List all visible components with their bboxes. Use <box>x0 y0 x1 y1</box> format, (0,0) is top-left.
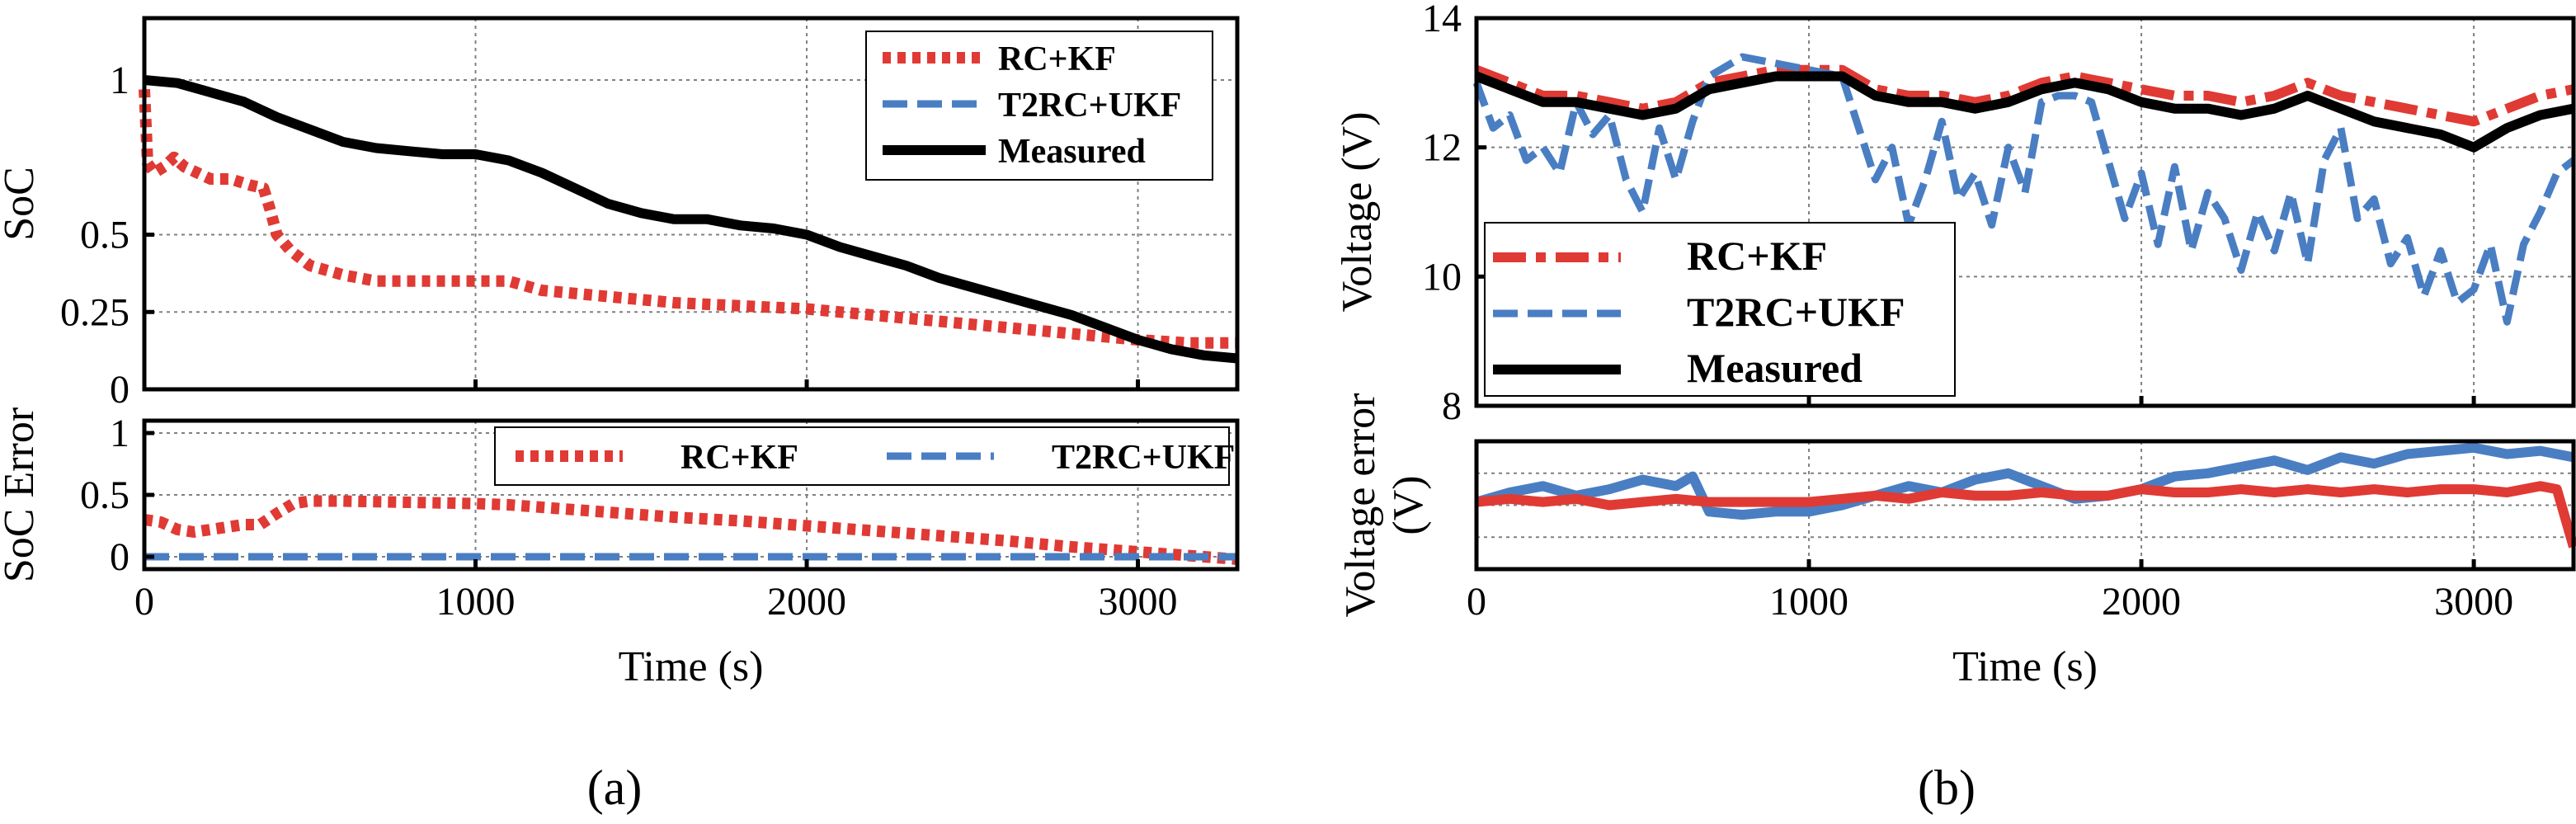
b-voltage-error-ylabel: Voltage error(V) <box>1337 393 1432 618</box>
a-soc-legend-label-measured: Measured <box>998 133 1146 171</box>
b-voltage-error-xtick-label-1: 1000 <box>1769 580 1848 624</box>
a-soc-error-series-rc_kf <box>143 495 1238 565</box>
a-soc-ytick-label-0: 0 <box>110 368 130 412</box>
a-soc-error-legend-label-t2rc_ukf: T2RC+UKF <box>1052 439 1235 477</box>
b-voltage-error-xlabel: Time (s) <box>1952 643 2098 690</box>
b-voltage-ytick-label-2: 12 <box>1422 126 1462 170</box>
a-soc-frame <box>142 16 1240 392</box>
a-soc-error-ytick-label-2: 1 <box>110 412 130 455</box>
frames-layer <box>142 16 2576 572</box>
a-soc-ytick-label-1: 0.25 <box>60 290 130 334</box>
a-soc-series-rc_kf <box>139 88 1237 349</box>
a-soc-ytick-label-3: 1 <box>110 59 130 102</box>
b-voltage-ytick-label-1: 10 <box>1422 255 1462 299</box>
b-voltage-series-rc_kf <box>1474 64 2575 127</box>
b-voltage-frame <box>1474 16 2576 408</box>
a-soc-error-legend-label-rc_kf: RC+KF <box>680 439 798 477</box>
b-voltage-error-xtick-label-2: 2000 <box>2102 580 2181 624</box>
b-voltage-ylabel: Voltage (V) <box>1334 111 1381 312</box>
b-voltage-series-measured <box>1474 71 2575 153</box>
a-soc-error-xtick-label-2: 2000 <box>767 580 846 624</box>
b-voltage-ytick-label-0: 8 <box>1442 384 1462 428</box>
b-voltage-series-t2rc_ukf <box>1472 53 2576 326</box>
a-soc-error-xtick-label-1: 1000 <box>436 580 516 624</box>
a-soc-error-xtick-label-0: 0 <box>134 580 154 624</box>
a-soc-legend-label-t2rc_ukf: T2RC+UKF <box>998 87 1181 125</box>
b-voltage-error-series-rc_kf <box>1476 481 2576 549</box>
a-soc-ylabel: SoC <box>0 167 43 241</box>
b-voltage-error-series-t2rc_ukf <box>1475 442 2575 520</box>
grid-layer <box>144 18 2574 569</box>
a-soc-error-ytick-label-0: 0 <box>110 535 130 579</box>
b-voltage-legend-label-rc_kf: RC+KF <box>1687 233 1827 279</box>
series-layer <box>139 53 2576 565</box>
b-voltage-error-xtick-label-0: 0 <box>1467 580 1486 624</box>
b-voltage-error-xtick-label-3: 3000 <box>2434 580 2513 624</box>
b-voltage-error-ylabel-line-1: (V) <box>1385 475 1432 534</box>
b-voltage-error-ylabel-line-0: Voltage error <box>1337 393 1384 618</box>
a-soc-error-xtick-label-3: 3000 <box>1099 580 1178 624</box>
a-soc-series-measured <box>144 75 1238 364</box>
a-soc-error-legend <box>494 426 1230 486</box>
a-soc-error-xlabel: Time (s) <box>619 643 764 690</box>
b-voltage-legend-label-measured: Measured <box>1687 345 1863 391</box>
b-voltage-ytick-label-3: 14 <box>1422 0 1462 40</box>
panel-a-caption: (a) <box>587 760 643 815</box>
b-voltage-legend-label-t2rc_ukf: T2RC+UKF <box>1687 289 1905 335</box>
a-soc-legend-label-rc_kf: RC+KF <box>998 40 1116 78</box>
a-soc-ytick-label-2: 0.5 <box>80 214 130 257</box>
a-soc-error-ytick-label-1: 0.5 <box>80 473 130 517</box>
panel-b-caption: (b) <box>1918 760 1976 815</box>
b-voltage-error-frame <box>1474 439 2576 572</box>
a-soc-error-ylabel: SoC Error <box>0 407 43 582</box>
